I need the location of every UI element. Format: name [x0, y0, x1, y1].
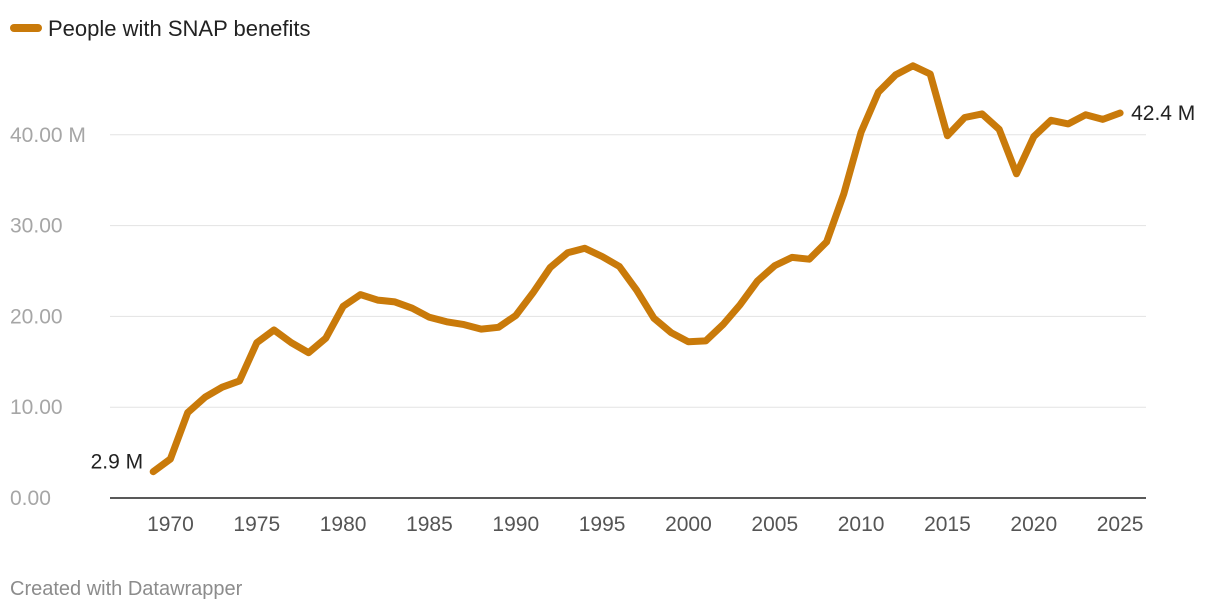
y-axis-labels: 0.00 10.00 20.00 30.00 40.00 M [10, 124, 86, 510]
y-tick-label: 40.00 M [10, 124, 86, 147]
start-value-label: 2.9 M [91, 451, 144, 474]
legend: People with SNAP benefits [10, 16, 311, 41]
gridlines [110, 134, 1146, 499]
x-tick-label: 1975 [233, 513, 280, 536]
x-tick-label: 2010 [838, 513, 885, 536]
y-tick-label: 20.00 [10, 305, 63, 328]
x-tick-label: 2020 [1010, 513, 1057, 536]
y-tick-label: 10.00 [10, 396, 63, 419]
x-axis-labels: 1970 1975 1980 1985 1990 1995 2000 2005 2010 2015… [147, 513, 1143, 536]
end-labels: 2.9 M 42.4 M [91, 102, 1196, 474]
legend-label: People with SNAP benefits [48, 16, 311, 41]
x-tick-label: 1985 [406, 513, 453, 536]
x-tick-label: 1970 [147, 513, 194, 536]
x-tick-label: 1990 [492, 513, 539, 536]
series-line [149, 62, 1124, 476]
x-tick-label: 1980 [320, 513, 367, 536]
x-tick-label: 2005 [751, 513, 798, 536]
line-chart: People with SNAP benefits 0.00 10.00 20.00… [10, 16, 1196, 536]
footer-credit: Created with Datawrapper [10, 578, 243, 600]
y-tick-label: 30.00 [10, 215, 63, 238]
x-tick-label: 1995 [579, 513, 626, 536]
x-tick-label: 2025 [1097, 513, 1144, 536]
x-tick-label: 2015 [924, 513, 971, 536]
end-value-label: 42.4 M [1131, 102, 1195, 125]
x-tick-label: 2000 [665, 513, 712, 536]
series-group [149, 62, 1124, 476]
y-tick-label: 0.00 [10, 487, 51, 510]
